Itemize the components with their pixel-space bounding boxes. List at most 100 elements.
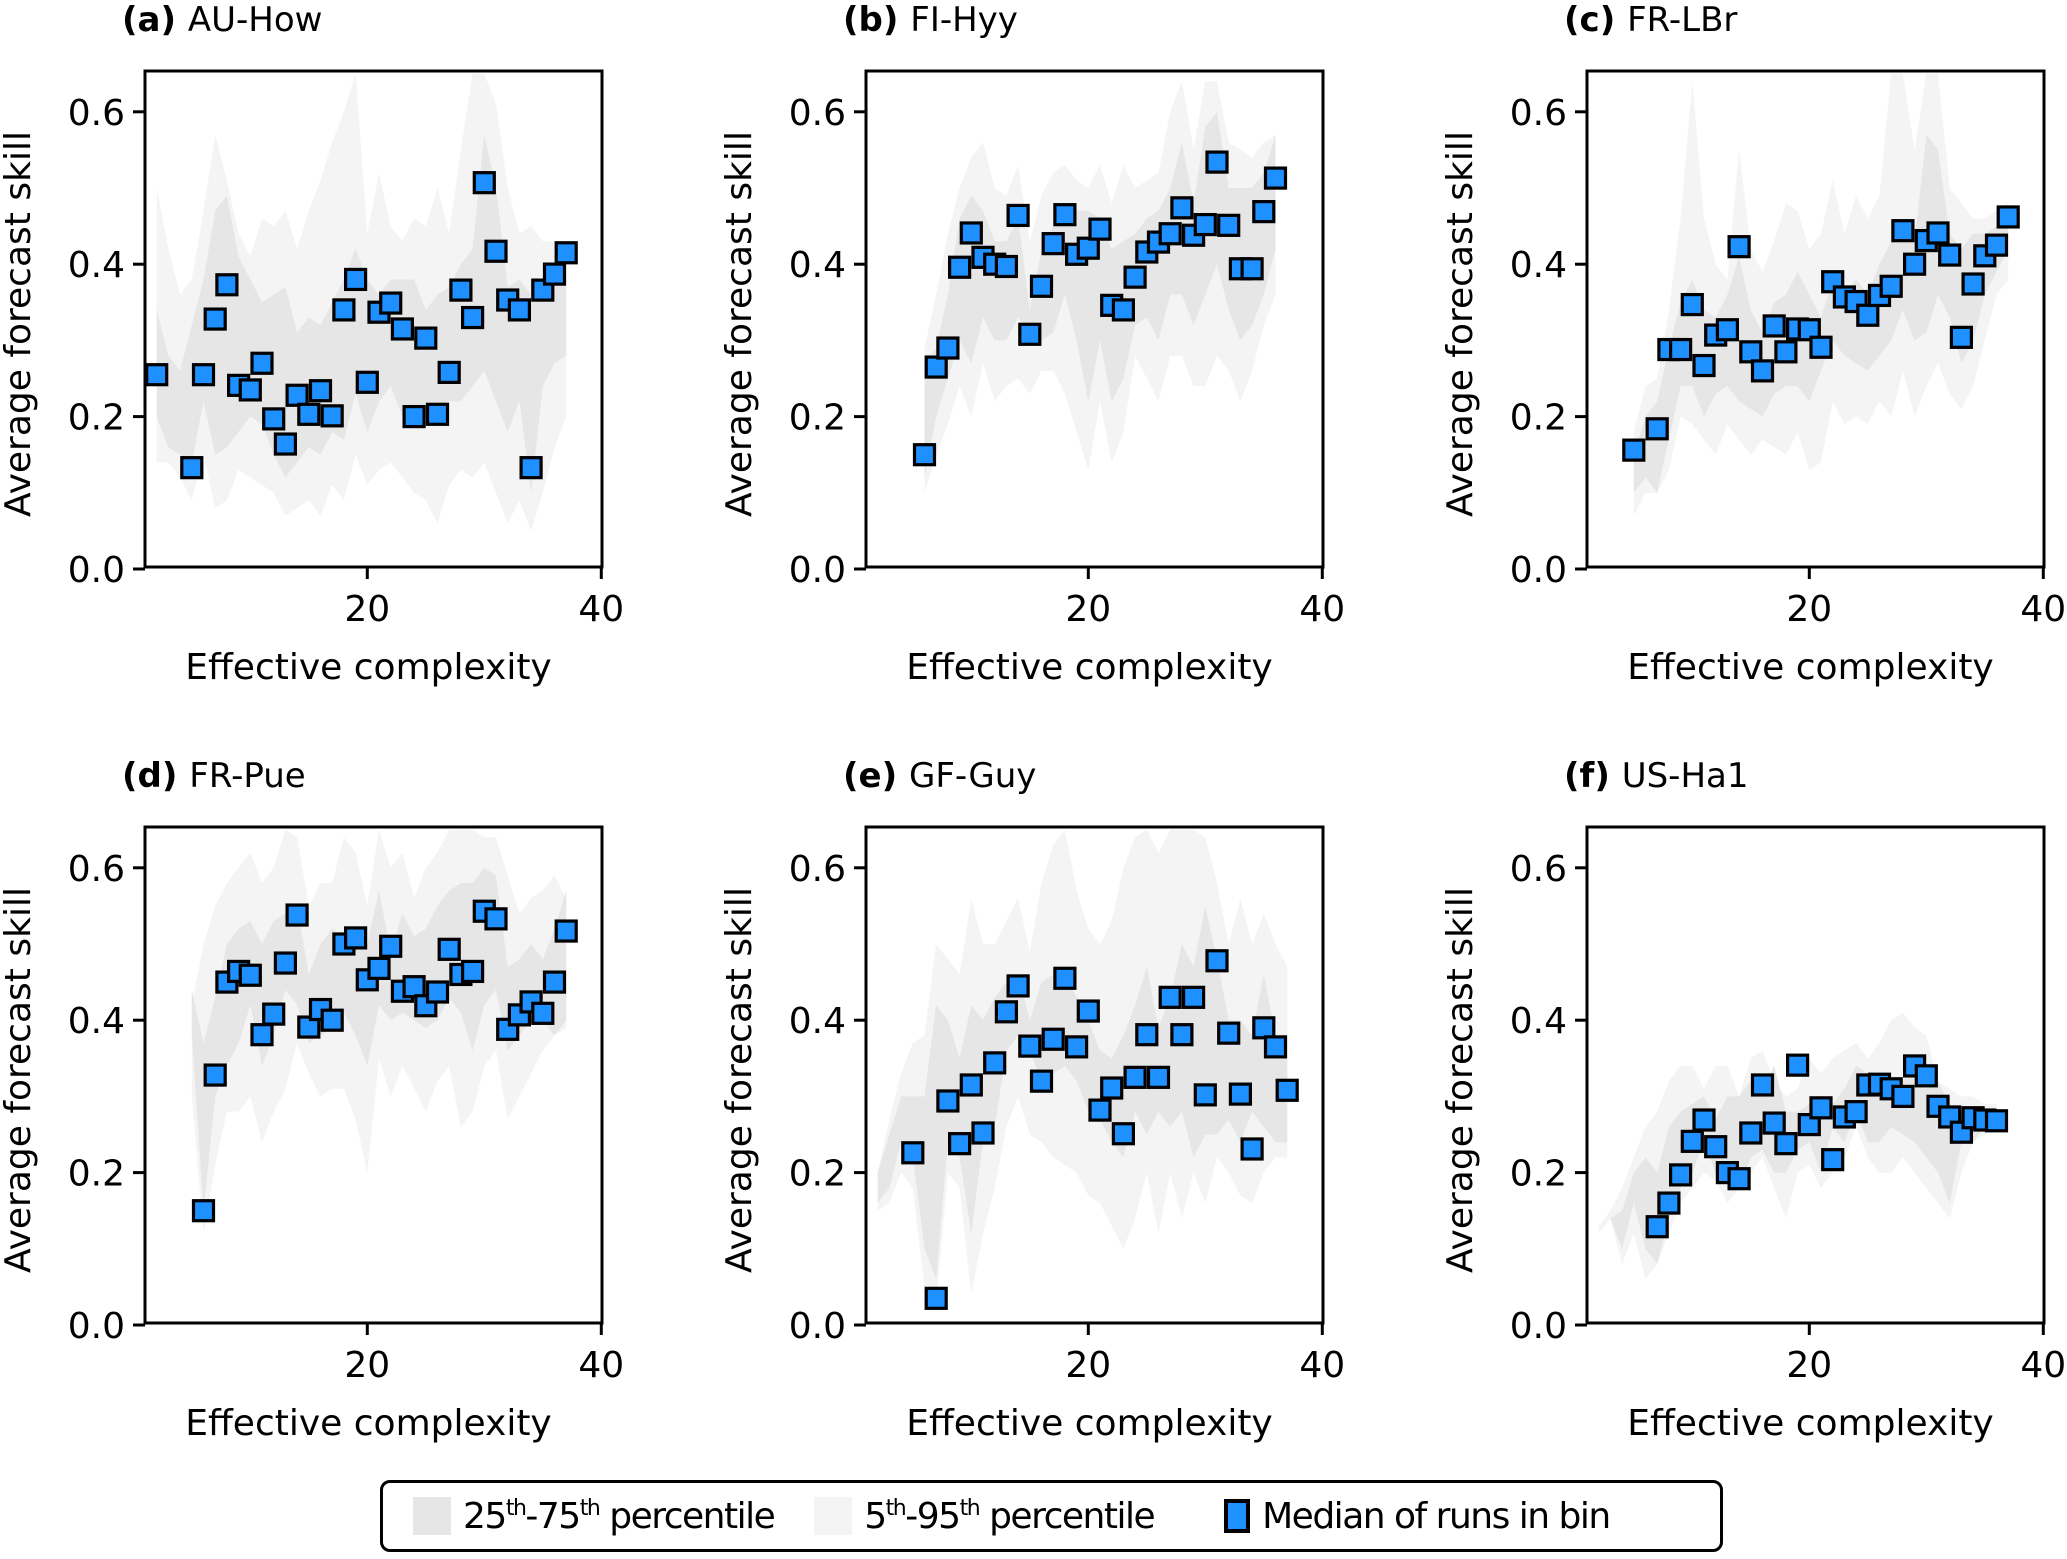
x-axis-label: Effective complexity [185, 647, 552, 688]
y-axis-label: Average forecast skill [1440, 131, 1481, 517]
median-marker [238, 378, 262, 402]
median-marker [1926, 221, 1950, 245]
median-marker [1076, 236, 1100, 260]
y-tick-label: 0.2 [1510, 398, 1567, 439]
median-marker [959, 221, 983, 245]
x-tick-label: 20 [1065, 1345, 1111, 1386]
median-marker [1146, 1065, 1171, 1089]
y-tick-label: 0.0 [1510, 550, 1567, 591]
median-marker [983, 1051, 1007, 1075]
median-marker [437, 937, 461, 961]
median-marker [1053, 203, 1077, 227]
median-marker [1774, 340, 1798, 364]
axes-frame [1585, 825, 2046, 1325]
median-marker [1088, 1098, 1112, 1122]
legend-marker-median [1224, 1499, 1251, 1533]
median-marker [1891, 1084, 1915, 1109]
median-marker [472, 171, 496, 195]
site-name: FR-Pue [189, 756, 305, 796]
median-marker [1205, 949, 1229, 973]
median-marker [180, 456, 204, 480]
median-marker [402, 975, 426, 999]
median-marker [425, 402, 450, 426]
median-marker [1228, 1082, 1253, 1106]
median-marker [437, 360, 461, 385]
median-marker [1018, 322, 1042, 346]
panel-title: (a) AU-How [122, 0, 322, 40]
median-marker [191, 363, 216, 387]
site-name: US-Ha1 [1622, 756, 1749, 796]
legend-item-p90: 5th-95th percentile [814, 1496, 1156, 1537]
median-marker [1170, 1023, 1194, 1047]
median-marker [1217, 1021, 1241, 1045]
median-marker [425, 980, 450, 1004]
median-marker [1088, 217, 1112, 241]
median-marker [1984, 233, 2009, 257]
x-axis-label: Effective complexity [906, 647, 1273, 688]
plot-area [1598, 1012, 2009, 1280]
y-tick-label: 0.2 [789, 1154, 846, 1195]
median-marker [1692, 1108, 1716, 1132]
median-marker [250, 351, 274, 375]
median-marker [344, 926, 368, 950]
y-tick-label: 0.0 [789, 550, 846, 591]
y-tick-label: 0.6 [68, 93, 125, 134]
median-marker [1006, 974, 1030, 998]
y-tick-label: 0.4 [789, 245, 846, 286]
median-marker [1692, 353, 1716, 378]
legend-swatch-iqr [413, 1497, 451, 1535]
y-tick-label: 0.0 [68, 1306, 125, 1347]
y-tick-label: 0.0 [789, 1306, 846, 1347]
axes-frame [864, 825, 1325, 1325]
median-marker [1029, 1069, 1054, 1093]
median-marker [1797, 1112, 1821, 1137]
median-marker [1949, 325, 1974, 349]
x-tick-label: 40 [1299, 1345, 1345, 1386]
median-marker [1193, 212, 1217, 237]
site-name: FI-Hyy [910, 0, 1018, 40]
median-marker [1961, 272, 1985, 296]
legend-item-iqr: 25th-75th percentile [413, 1495, 776, 1537]
y-tick-label: 0.4 [68, 245, 125, 286]
median-marker [390, 317, 414, 341]
median-marker [344, 267, 368, 292]
panel-letter: (b) [843, 0, 910, 40]
y-tick-label: 0.6 [1510, 849, 1567, 890]
median-marker [1170, 196, 1194, 220]
median-marker [1844, 1100, 1868, 1124]
median-marker [1762, 1111, 1786, 1135]
median-marker [1111, 298, 1136, 322]
panel-letter: (a) [122, 0, 188, 40]
x-tick-label: 20 [1786, 1345, 1832, 1386]
median-marker [1158, 985, 1182, 1009]
median-marker [1809, 1096, 1833, 1120]
band-5-95-percentile [1633, 73, 2009, 516]
legend-label-iqr: 25th-75th percentile [463, 1495, 776, 1537]
median-marker [285, 903, 309, 927]
legend-swatch-p90 [814, 1497, 853, 1535]
median-marker [414, 326, 438, 350]
median-marker [1809, 335, 1833, 359]
median-marker [1041, 1027, 1065, 1051]
site-name: GF-Guy [909, 756, 1036, 796]
x-tick-label: 40 [2020, 589, 2066, 630]
y-axis-label: Average forecast skill [719, 131, 760, 517]
x-tick-label: 20 [344, 589, 390, 630]
median-marker [1252, 200, 1276, 224]
median-marker [273, 432, 297, 456]
panel-letter: (d) [122, 756, 189, 796]
median-marker [1785, 1053, 1810, 1077]
plot-area [877, 829, 1299, 1310]
median-marker [297, 402, 321, 426]
median-marker [901, 1141, 925, 1165]
median-marker [285, 383, 309, 407]
median-marker [1750, 1073, 1775, 1097]
median-marker [994, 1000, 1019, 1024]
median-marker [1217, 213, 1241, 237]
median-marker [1774, 1132, 1798, 1156]
median-marker [1739, 1121, 1763, 1145]
median-marker [1123, 265, 1147, 289]
median-marker [273, 951, 297, 975]
site-name: AU-How [188, 0, 323, 40]
panel-title: (b) FI-Hyy [843, 0, 1018, 40]
